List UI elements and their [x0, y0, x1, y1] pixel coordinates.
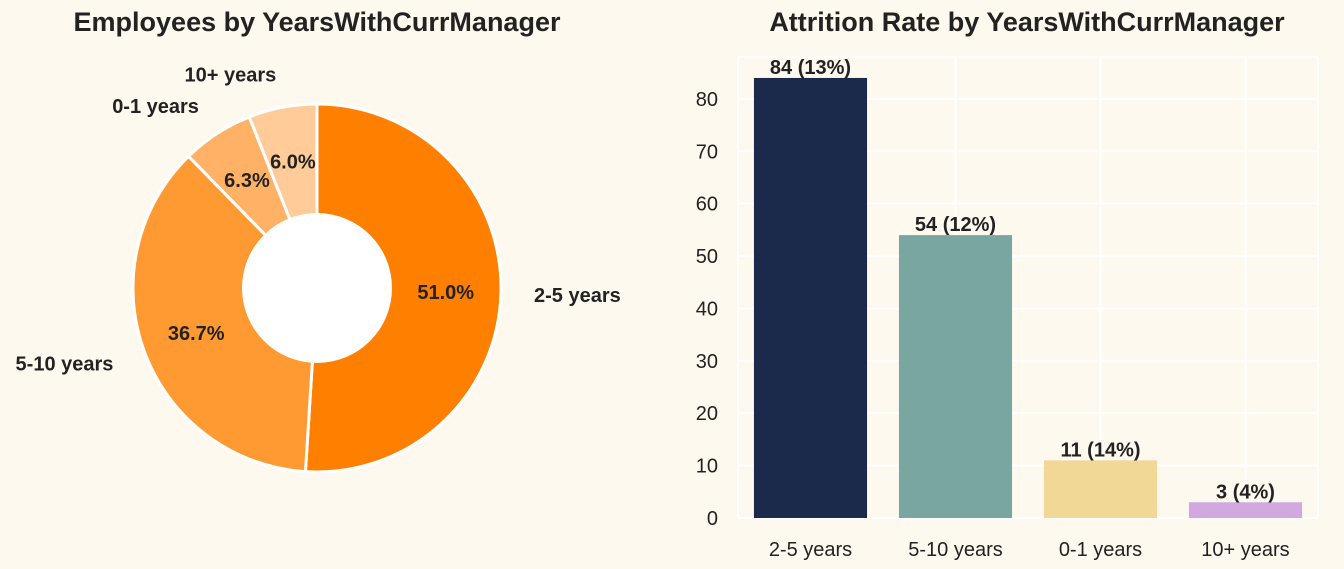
donut-percent-label-5-10-years: 36.7%	[168, 323, 225, 345]
y-tick-label: 10	[696, 456, 718, 478]
donut-percent-label-2-5-years: 51.0%	[417, 282, 474, 304]
bar-value-label-0-1-years: 11 (14%)	[1060, 439, 1140, 461]
x-axis-ticks: 2-5 years 5-10 years 0-1 years 10+ years	[769, 539, 1290, 561]
y-tick-label: 70	[696, 141, 718, 163]
donut-category-label-5-10-years: 5-10 years	[16, 353, 114, 375]
donut-chart: Employees by YearsWithCurrManager 2-5 ye…	[16, 7, 621, 474]
y-tick-label: 0	[707, 508, 718, 530]
donut-slices	[131, 102, 503, 474]
bar-2-5-years	[753, 77, 868, 519]
y-tick-label: 20	[696, 403, 718, 425]
bar-10-years	[1188, 502, 1303, 518]
x-tick-label-0-1-years: 0-1 years	[1059, 539, 1142, 561]
bar-value-label-2-5-years: 84 (13%)	[770, 57, 851, 79]
y-tick-label: 60	[696, 194, 718, 216]
bar-title: Attrition Rate by YearsWithCurrManager	[769, 7, 1285, 37]
donut-slice-5-10-years	[131, 154, 319, 474]
donut-category-label-0-1-years: 0-1 years	[112, 96, 199, 118]
bar-chart: Attrition Rate by YearsWithCurrManager 0…	[696, 7, 1319, 561]
x-tick-label-10-years: 10+ years	[1201, 539, 1289, 561]
y-tick-label: 30	[696, 351, 718, 373]
y-tick-label: 80	[696, 89, 718, 111]
donut-labels: 2-5 years 51.0% 5-10 years 36.7% 0-1 years 6.…	[16, 65, 621, 376]
y-tick-label: 50	[696, 246, 718, 268]
bar-value-labels: 84 (13%) 54 (12%) 11 (14%) 3 (4%)	[770, 57, 1275, 503]
bar-5-10-years	[898, 235, 1013, 518]
donut-title: Employees by YearsWithCurrManager	[74, 7, 561, 37]
y-tick-label: 40	[696, 298, 718, 320]
bar-value-label-10-years: 3 (4%)	[1216, 481, 1275, 503]
y-axis-ticks: 0 10 20 30 40 50 60 70 80	[696, 89, 718, 530]
bar-0-1-years	[1043, 460, 1158, 518]
bars	[753, 77, 1303, 519]
donut-percent-label-0-1-years: 6.3%	[224, 170, 270, 192]
bar-value-label-5-10-years: 54 (12%)	[915, 214, 996, 236]
donut-hole	[242, 213, 392, 363]
donut-category-label-2-5-years: 2-5 years	[534, 285, 621, 307]
x-tick-label-5-10-years: 5-10 years	[908, 539, 1003, 561]
x-tick-label-2-5-years: 2-5 years	[769, 539, 852, 561]
donut-category-label-10-years: 10+ years	[185, 65, 277, 87]
donut-slice-2-5-years	[303, 102, 503, 474]
donut-percent-label-10-years: 6.0%	[270, 151, 316, 173]
